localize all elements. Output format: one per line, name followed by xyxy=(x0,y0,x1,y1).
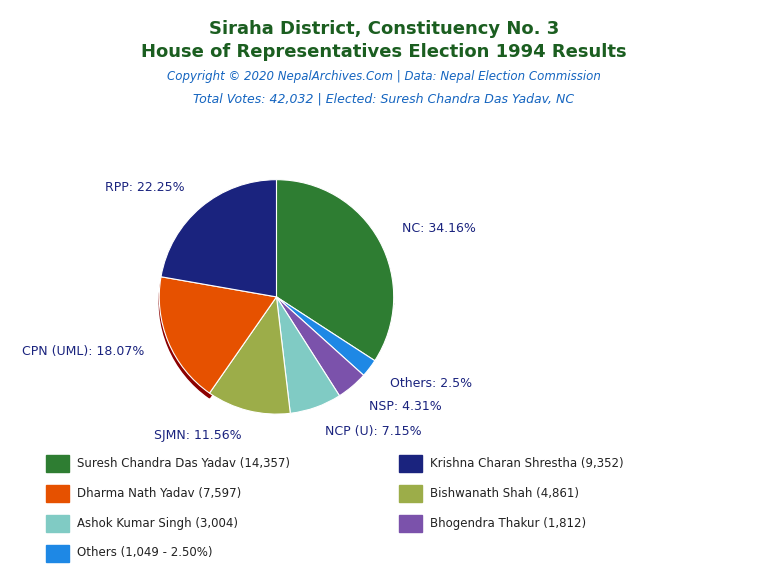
Ellipse shape xyxy=(159,293,394,314)
Text: NC: 34.16%: NC: 34.16% xyxy=(402,222,476,235)
Wedge shape xyxy=(159,276,276,393)
Text: Others: 2.5%: Others: 2.5% xyxy=(390,377,472,391)
Text: Dharma Nath Yadav (7,597): Dharma Nath Yadav (7,597) xyxy=(77,487,241,499)
Text: Suresh Chandra Das Yadav (14,357): Suresh Chandra Das Yadav (14,357) xyxy=(77,457,290,469)
Text: NCP (U): 7.15%: NCP (U): 7.15% xyxy=(325,425,421,438)
Text: Copyright © 2020 NepalArchives.Com | Data: Nepal Election Commission: Copyright © 2020 NepalArchives.Com | Dat… xyxy=(167,70,601,84)
Wedge shape xyxy=(276,297,339,414)
Text: NSP: 4.31%: NSP: 4.31% xyxy=(369,400,442,412)
Text: Ashok Kumar Singh (3,004): Ashok Kumar Singh (3,004) xyxy=(77,517,238,529)
Text: Bhogendra Thakur (1,812): Bhogendra Thakur (1,812) xyxy=(430,517,586,529)
Text: Siraha District, Constituency No. 3: Siraha District, Constituency No. 3 xyxy=(209,20,559,38)
Text: Krishna Charan Shrestha (9,352): Krishna Charan Shrestha (9,352) xyxy=(430,457,624,469)
Wedge shape xyxy=(161,180,276,297)
Wedge shape xyxy=(276,180,394,361)
Text: House of Representatives Election 1994 Results: House of Representatives Election 1994 R… xyxy=(141,43,627,61)
Text: SJMN: 11.56%: SJMN: 11.56% xyxy=(154,429,242,442)
Text: Total Votes: 42,032 | Elected: Suresh Chandra Das Yadav, NC: Total Votes: 42,032 | Elected: Suresh Ch… xyxy=(194,92,574,105)
Text: Others (1,049 - 2.50%): Others (1,049 - 2.50%) xyxy=(77,547,212,559)
Text: CPN (UML): 18.07%: CPN (UML): 18.07% xyxy=(22,346,144,358)
Wedge shape xyxy=(159,282,214,398)
Text: Bishwanath Shah (4,861): Bishwanath Shah (4,861) xyxy=(430,487,579,499)
Wedge shape xyxy=(276,297,375,376)
Text: RPP: 22.25%: RPP: 22.25% xyxy=(105,181,184,194)
Wedge shape xyxy=(276,297,363,396)
Wedge shape xyxy=(210,297,290,414)
